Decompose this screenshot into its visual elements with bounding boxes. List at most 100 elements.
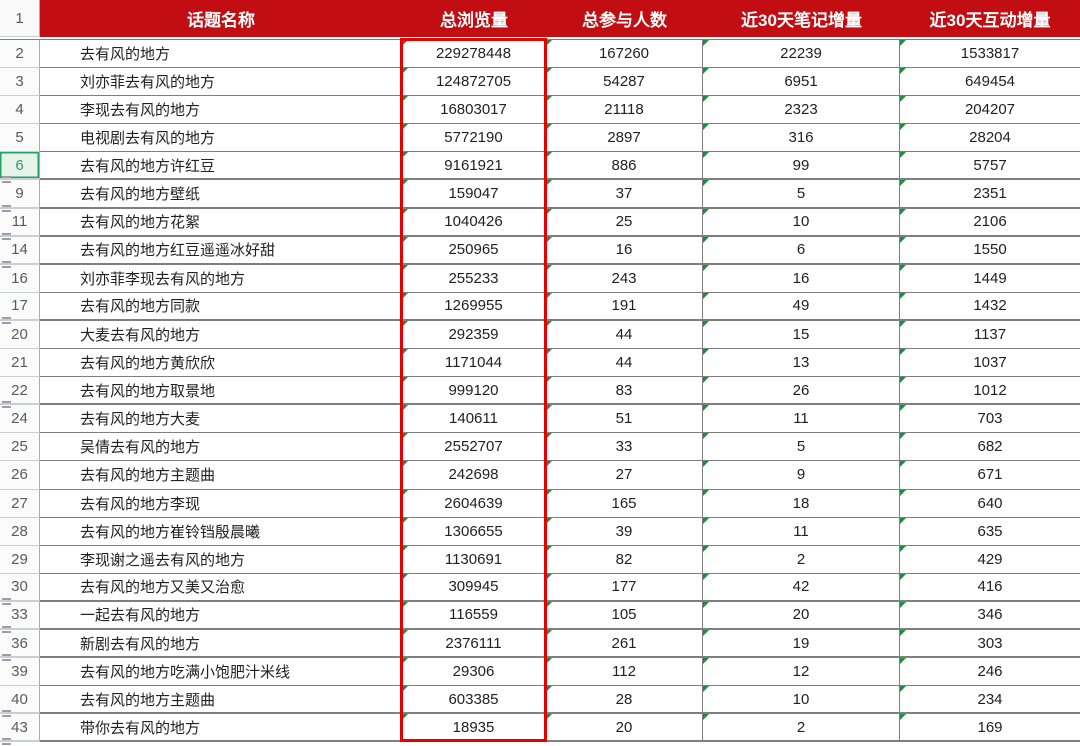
- notes-increment-cell[interactable]: 316: [703, 124, 900, 153]
- views-cell[interactable]: 603385: [402, 686, 546, 715]
- notes-increment-cell[interactable]: 2: [703, 545, 900, 574]
- row-number[interactable]: 22: [0, 377, 40, 409]
- topic-name-cell[interactable]: 去有风的地方: [40, 40, 402, 69]
- topic-name-cell[interactable]: 去有风的地方同款: [40, 292, 402, 321]
- topic-name-cell[interactable]: 刘亦菲去有风的地方: [40, 68, 402, 97]
- interactions-increment-cell[interactable]: 2351: [900, 180, 1080, 209]
- views-cell[interactable]: 1269955: [402, 292, 546, 321]
- views-cell[interactable]: 124872705: [402, 68, 546, 97]
- participants-cell[interactable]: 20: [546, 714, 703, 743]
- notes-increment-cell[interactable]: 42: [703, 573, 900, 602]
- column-header-interact-increment-30d[interactable]: 近30天互动增量: [929, 11, 1051, 30]
- interactions-increment-cell[interactable]: 1432: [900, 292, 1080, 321]
- interactions-increment-cell[interactable]: 1550: [900, 236, 1080, 265]
- participants-cell[interactable]: 27: [546, 461, 703, 490]
- row-number[interactable]: 26: [0, 461, 40, 490]
- participants-cell[interactable]: 165: [546, 489, 703, 518]
- topic-name-cell[interactable]: 一起去有风的地方: [40, 601, 402, 630]
- row-number[interactable]: 14: [0, 236, 40, 268]
- views-cell[interactable]: 29306: [402, 658, 546, 687]
- notes-increment-cell[interactable]: 26: [703, 377, 900, 406]
- row-number[interactable]: 30: [0, 573, 40, 605]
- views-cell[interactable]: 1306655: [402, 517, 546, 546]
- participants-cell[interactable]: 39: [546, 517, 703, 546]
- views-cell[interactable]: 9161921: [402, 152, 546, 181]
- row-number[interactable]: 2: [0, 40, 40, 69]
- row-number[interactable]: 6: [0, 152, 40, 184]
- notes-increment-cell[interactable]: 10: [703, 686, 900, 715]
- row-number[interactable]: 29: [0, 545, 40, 574]
- views-cell[interactable]: 229278448: [402, 40, 546, 69]
- column-header-notes-increment-30d[interactable]: 近30天笔记增量: [741, 11, 862, 30]
- notes-increment-cell[interactable]: 12: [703, 658, 900, 687]
- participants-cell[interactable]: 177: [546, 573, 703, 602]
- participants-cell[interactable]: 261: [546, 629, 703, 659]
- topic-name-cell[interactable]: 去有风的地方红豆遥遥冰好甜: [40, 236, 402, 265]
- topic-name-cell[interactable]: 去有风的地方大麦: [40, 405, 402, 434]
- column-header-topic-name[interactable]: 话题名称: [187, 11, 255, 30]
- notes-increment-cell[interactable]: 18: [703, 489, 900, 518]
- column-header-total-participants[interactable]: 总参与人数: [582, 11, 667, 30]
- interactions-increment-cell[interactable]: 346: [900, 601, 1080, 630]
- notes-increment-cell[interactable]: 9: [703, 461, 900, 490]
- participants-cell[interactable]: 16: [546, 236, 703, 265]
- views-cell[interactable]: 16803017: [402, 96, 546, 125]
- notes-increment-cell[interactable]: 19: [703, 629, 900, 659]
- interactions-increment-cell[interactable]: 682: [900, 433, 1080, 462]
- views-cell[interactable]: 255233: [402, 264, 546, 293]
- row-number-header[interactable]: 1: [0, 0, 40, 37]
- views-cell[interactable]: 5772190: [402, 124, 546, 153]
- notes-increment-cell[interactable]: 99: [703, 152, 900, 181]
- interactions-increment-cell[interactable]: 1449: [900, 264, 1080, 293]
- participants-cell[interactable]: 83: [546, 377, 703, 406]
- topic-name-cell[interactable]: 去有风的地方又美又治愈: [40, 573, 402, 602]
- participants-cell[interactable]: 886: [546, 152, 703, 181]
- participants-cell[interactable]: 167260: [546, 40, 703, 69]
- topic-name-cell[interactable]: 电视剧去有风的地方: [40, 124, 402, 153]
- notes-increment-cell[interactable]: 5: [703, 180, 900, 209]
- participants-cell[interactable]: 243: [546, 264, 703, 293]
- row-number[interactable]: 17: [0, 292, 40, 325]
- row-number[interactable]: 36: [0, 629, 40, 662]
- topic-name-cell[interactable]: 新剧去有风的地方: [40, 629, 402, 659]
- notes-increment-cell[interactable]: 2323: [703, 96, 900, 125]
- interactions-increment-cell[interactable]: 169: [900, 714, 1080, 743]
- participants-cell[interactable]: 105: [546, 601, 703, 630]
- views-cell[interactable]: 999120: [402, 377, 546, 406]
- topic-name-cell[interactable]: 李现谢之遥去有风的地方: [40, 545, 402, 574]
- notes-increment-cell[interactable]: 20: [703, 601, 900, 630]
- interactions-increment-cell[interactable]: 1533817: [900, 40, 1080, 69]
- topic-name-cell[interactable]: 去有风的地方吃满小饱肥汁米线: [40, 658, 402, 687]
- interactions-increment-cell[interactable]: 1012: [900, 377, 1080, 406]
- participants-cell[interactable]: 2897: [546, 124, 703, 153]
- topic-name-cell[interactable]: 去有风的地方主题曲: [40, 686, 402, 715]
- row-number[interactable]: 28: [0, 517, 40, 546]
- interactions-increment-cell[interactable]: 640: [900, 489, 1080, 518]
- topic-name-cell[interactable]: 去有风的地方崔铃铛殷晨曦: [40, 517, 402, 546]
- notes-increment-cell[interactable]: 6951: [703, 68, 900, 97]
- row-number[interactable]: 5: [0, 124, 40, 153]
- notes-increment-cell[interactable]: 22239: [703, 40, 900, 69]
- views-cell[interactable]: 116559: [402, 601, 546, 630]
- participants-cell[interactable]: 191: [546, 292, 703, 321]
- views-cell[interactable]: 159047: [402, 180, 546, 209]
- views-cell[interactable]: 309945: [402, 573, 546, 602]
- views-cell[interactable]: 18935: [402, 714, 546, 743]
- row-number[interactable]: 20: [0, 320, 40, 350]
- participants-cell[interactable]: 44: [546, 349, 703, 378]
- row-number[interactable]: 33: [0, 601, 40, 634]
- views-cell[interactable]: 2376111: [402, 629, 546, 659]
- row-number[interactable]: 27: [0, 489, 40, 518]
- topic-name-cell[interactable]: 带你去有风的地方: [40, 714, 402, 743]
- interactions-increment-cell[interactable]: 204207: [900, 96, 1080, 125]
- notes-increment-cell[interactable]: 2: [703, 714, 900, 743]
- topic-name-cell[interactable]: 去有风的地方壁纸: [40, 180, 402, 209]
- topic-name-cell[interactable]: 去有风的地方许红豆: [40, 152, 402, 181]
- views-cell[interactable]: 250965: [402, 236, 546, 265]
- topic-name-cell[interactable]: 去有风的地方主题曲: [40, 461, 402, 490]
- row-number[interactable]: 21: [0, 349, 40, 378]
- notes-increment-cell[interactable]: 11: [703, 405, 900, 434]
- views-cell[interactable]: 242698: [402, 461, 546, 490]
- participants-cell[interactable]: 112: [546, 658, 703, 687]
- participants-cell[interactable]: 21118: [546, 96, 703, 125]
